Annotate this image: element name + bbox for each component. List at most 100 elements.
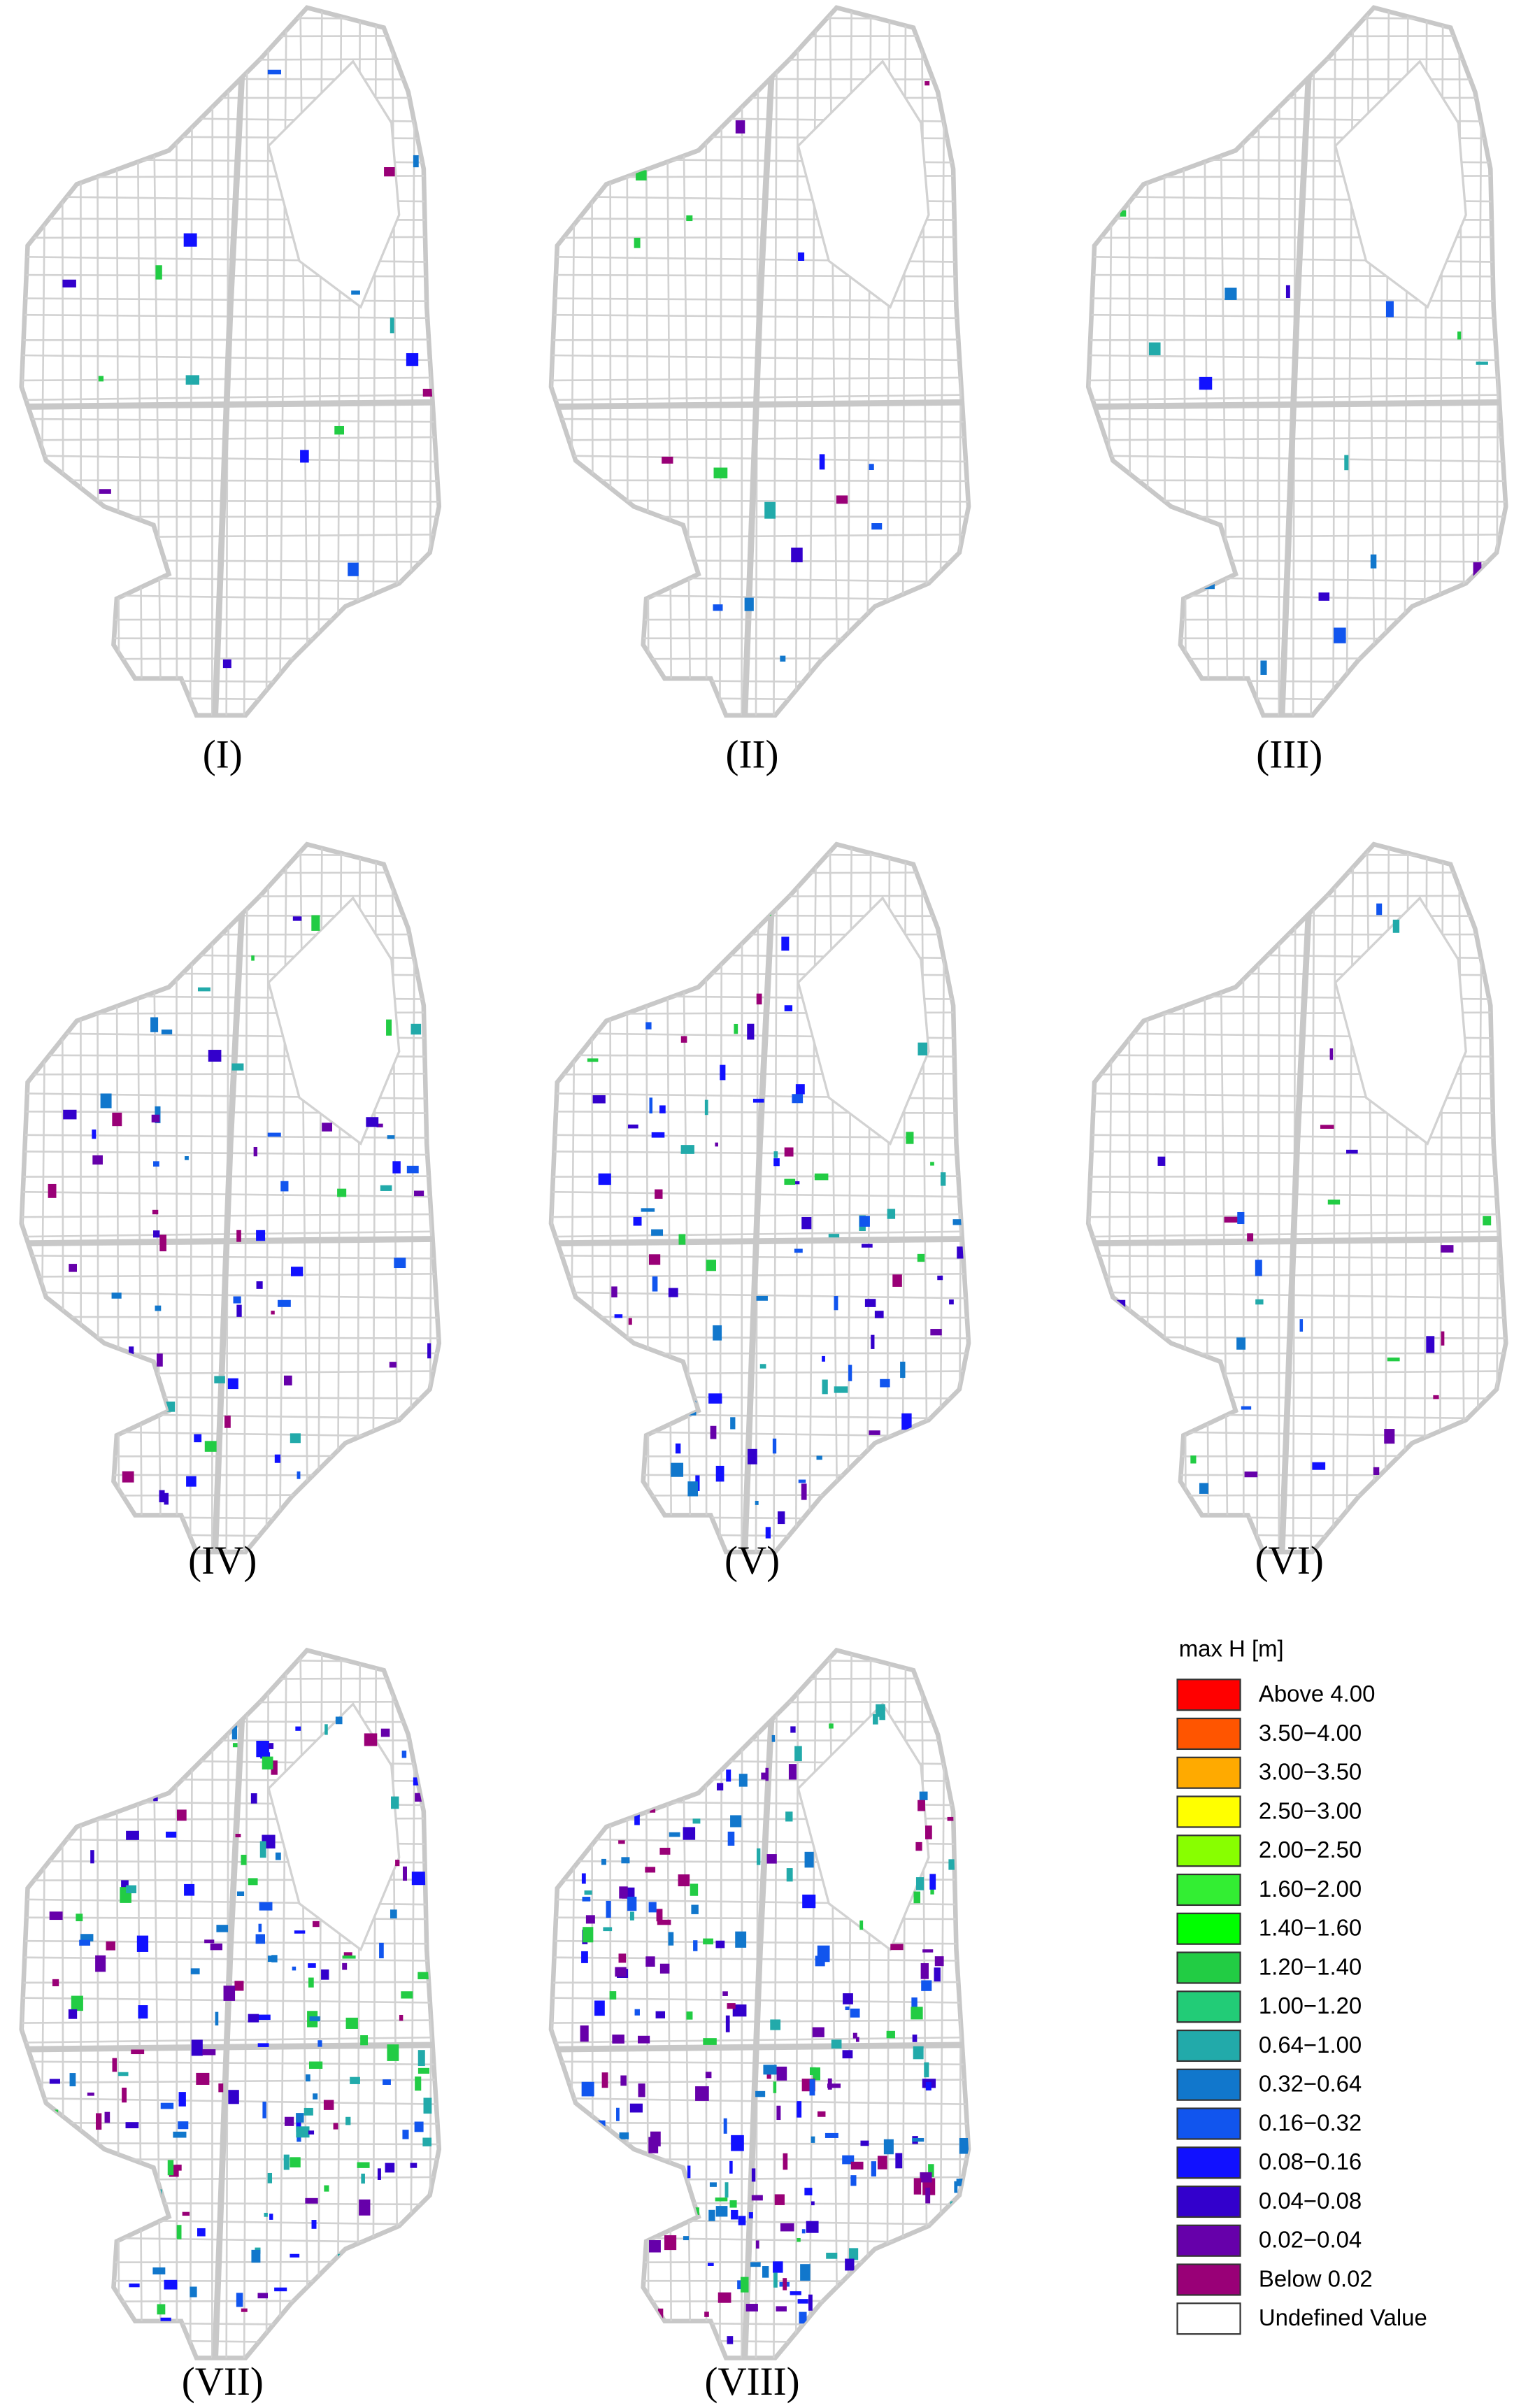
flood-patch xyxy=(671,1462,684,1477)
flood-patch xyxy=(236,1304,242,1317)
flood-patch xyxy=(1184,107,1197,112)
flood-patch xyxy=(790,1726,796,1733)
flood-patch xyxy=(703,1938,713,1945)
road xyxy=(21,77,439,81)
flood-patch xyxy=(773,2261,783,2273)
flood-patch xyxy=(849,2248,859,2260)
flood-patch xyxy=(822,1513,826,1525)
road xyxy=(79,7,83,715)
legend-label: Undefined Value xyxy=(1259,2304,1427,2330)
flood-patch xyxy=(954,2181,958,2193)
flood-patch xyxy=(633,1216,642,1226)
flood-patch xyxy=(938,2319,947,2328)
flood-patch xyxy=(930,1162,934,1166)
flood-patch xyxy=(704,2330,708,2340)
flood-patch xyxy=(284,2116,294,2126)
flood-patch xyxy=(634,237,641,248)
flood-patch xyxy=(1229,1524,1236,1531)
flood-patch xyxy=(153,1161,159,1167)
flood-patch xyxy=(850,2161,864,2170)
flood-patch xyxy=(659,1710,669,1716)
panel-label: (VI) xyxy=(1255,1539,1324,1583)
flood-patch xyxy=(806,2221,819,2233)
road xyxy=(551,1316,969,1319)
flood-patch xyxy=(621,1857,630,1864)
flood-patch xyxy=(379,1942,384,1958)
road xyxy=(1088,1316,1506,1319)
legend-swatch xyxy=(1176,2224,1241,2257)
flood-patch xyxy=(708,2330,713,2343)
flood-patch xyxy=(251,2249,261,2263)
flood-patch xyxy=(636,170,647,181)
flood-patch xyxy=(218,2083,224,2093)
flood-patch xyxy=(797,2237,801,2242)
flood-patch xyxy=(880,1378,890,1388)
flood-patch xyxy=(179,1740,183,1751)
flood-patch xyxy=(90,1850,94,1864)
road xyxy=(1310,844,1315,1553)
road xyxy=(773,844,778,1553)
flood-patch xyxy=(829,1723,834,1729)
flood-patch xyxy=(296,2126,310,2138)
flood-patch xyxy=(705,2072,712,2079)
main-road xyxy=(1088,1235,1506,1247)
flood-patch xyxy=(264,2212,268,2217)
lake xyxy=(267,59,401,309)
flood-patch xyxy=(231,1063,244,1071)
flood-patch xyxy=(197,987,210,992)
road xyxy=(551,2142,969,2146)
flood-patch xyxy=(618,1953,627,1963)
flood-patch xyxy=(774,2194,785,2205)
flood-patch xyxy=(934,1967,941,1982)
flood-patch xyxy=(103,2321,114,2335)
legend-swatch xyxy=(1176,1835,1241,1867)
flood-patch xyxy=(274,1454,281,1463)
flood-patch xyxy=(655,2011,666,2018)
flood-patch xyxy=(755,2240,759,2249)
flood-patch xyxy=(1376,903,1383,916)
flood-patch xyxy=(814,1173,829,1181)
flood-patch xyxy=(190,2286,197,2297)
flood-patch xyxy=(92,1130,97,1139)
flood-patch xyxy=(98,376,104,382)
flood-patch xyxy=(915,1841,922,1851)
flood-patch xyxy=(871,523,883,530)
flood-patch xyxy=(311,2220,317,2229)
flood-patch xyxy=(87,1465,93,1469)
road xyxy=(741,1650,743,2358)
flood-patch xyxy=(69,1496,81,1504)
road xyxy=(21,850,439,857)
flood-patch xyxy=(420,1490,423,1496)
flood-patch xyxy=(680,1145,694,1154)
main-road xyxy=(211,7,249,715)
flood-patch xyxy=(106,1941,115,1951)
flood-patch xyxy=(280,1181,289,1192)
lake xyxy=(267,896,401,1146)
flood-patch xyxy=(899,2242,908,2255)
flood-patch xyxy=(121,1774,131,1790)
flood-patch xyxy=(297,1471,301,1479)
main-road xyxy=(551,399,969,411)
road xyxy=(1127,7,1131,715)
legend-label: 3.50−4.00 xyxy=(1259,1720,1362,1746)
road xyxy=(1163,844,1166,1553)
road xyxy=(1088,479,1506,483)
flood-patch xyxy=(638,2035,650,2044)
flood-patch xyxy=(784,1005,793,1011)
lake xyxy=(1334,59,1467,309)
flood-patch xyxy=(87,1714,101,1720)
flood-patch xyxy=(666,1724,680,1737)
flood-patch xyxy=(649,2240,661,2253)
flood-patch xyxy=(937,1275,943,1281)
flood-patch xyxy=(773,2081,777,2093)
flood-patch xyxy=(895,2153,903,2169)
road xyxy=(551,914,969,918)
flood-patch xyxy=(122,1471,134,1483)
flood-patch xyxy=(257,2014,271,2021)
flood-patch xyxy=(155,265,162,280)
flood-patch xyxy=(1166,119,1171,131)
road xyxy=(1278,844,1280,1553)
flood-patch xyxy=(204,1939,215,1944)
flood-patch xyxy=(727,2003,736,2009)
flood-patch xyxy=(304,2107,313,2116)
